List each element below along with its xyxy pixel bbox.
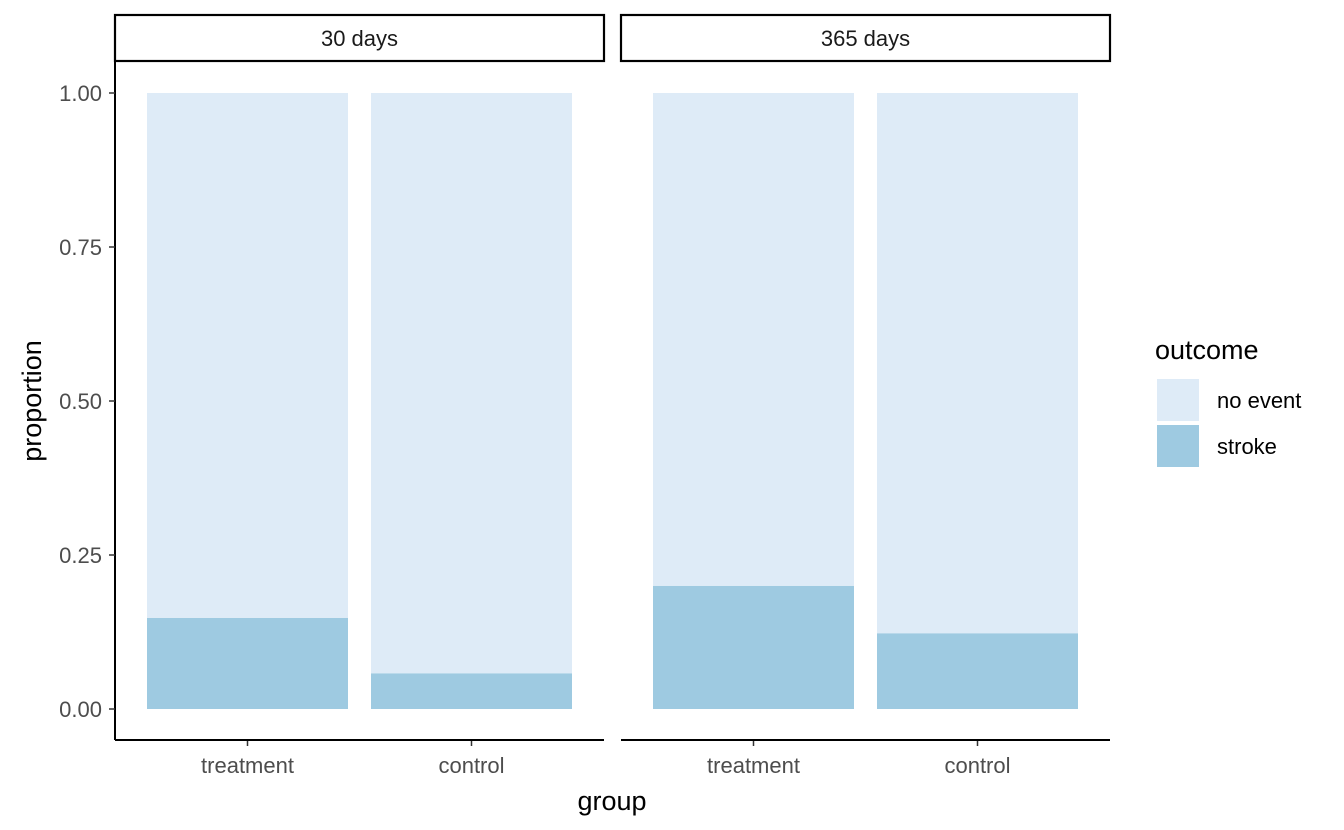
bar-stroke-treatment	[147, 617, 348, 709]
x-tick-label: treatment	[707, 753, 800, 778]
legend-key-stroke	[1157, 425, 1199, 467]
x-axis-title: group	[577, 786, 646, 816]
facet-panel-1: 30 days treatment control	[113, 13, 606, 778]
legend-title: outcome	[1155, 335, 1259, 365]
bar-stroke-treatment	[653, 585, 854, 709]
facet-panels: 30 days treatment control 365 days treatment…	[113, 13, 1112, 778]
legend-label-stroke: stroke	[1217, 434, 1277, 459]
bar-no-event-treatment	[147, 93, 348, 618]
y-tick-label: 1.00	[59, 81, 102, 106]
bar-stroke-control	[371, 673, 572, 709]
y-tick-label: 0.75	[59, 235, 102, 260]
bar-no-event-control	[371, 93, 572, 674]
y-axis-title: proportion	[17, 340, 47, 462]
legend-label-no-event: no event	[1217, 388, 1301, 413]
y-axis: 0.00 0.25 0.50 0.75 1.00	[59, 62, 116, 740]
bar-no-event-treatment	[653, 93, 854, 586]
strip-box	[619, 13, 1112, 63]
legend: outcome no event stroke	[1155, 335, 1301, 467]
y-tick-label: 0.50	[59, 389, 102, 414]
bar-no-event-control	[877, 93, 1078, 634]
x-tick-label: control	[438, 753, 504, 778]
x-tick-label: treatment	[201, 753, 294, 778]
legend-key-no-event	[1157, 379, 1199, 421]
strip-box	[113, 13, 606, 63]
strip-label: 365 days	[821, 26, 910, 51]
y-tick-label: 0.00	[59, 697, 102, 722]
facet-panel-2: 365 days treatment control	[619, 13, 1112, 778]
x-tick-label: control	[944, 753, 1010, 778]
y-tick-label: 0.25	[59, 543, 102, 568]
bar-stroke-control	[877, 633, 1078, 709]
strip-label: 30 days	[321, 26, 398, 51]
